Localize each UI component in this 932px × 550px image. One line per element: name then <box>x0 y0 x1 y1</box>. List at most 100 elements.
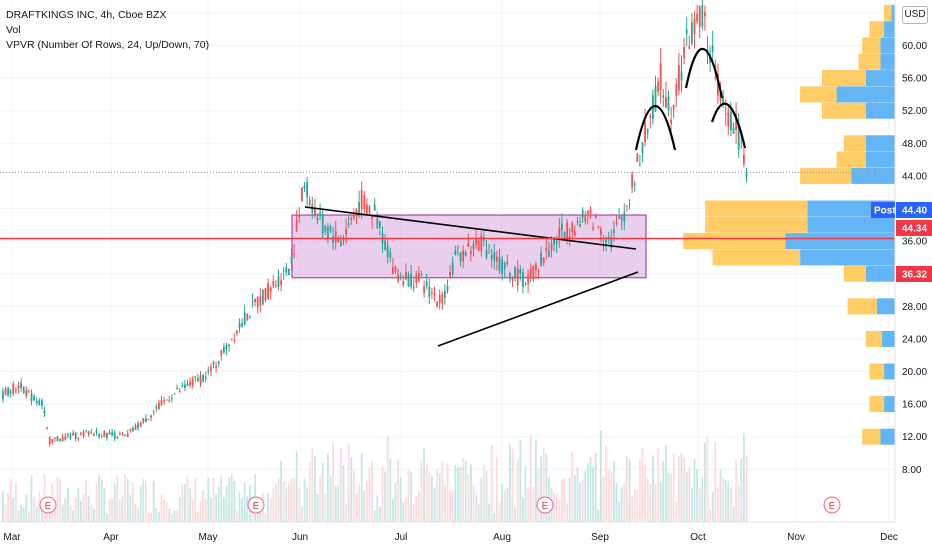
candle-body <box>672 104 675 110</box>
volume-bar <box>672 453 675 522</box>
candle-body <box>246 313 249 320</box>
candle-body <box>191 378 194 386</box>
candle-body <box>524 284 527 286</box>
y-tick-label: 60.00 <box>902 41 927 52</box>
volume-bar <box>90 504 93 522</box>
candle-body <box>384 240 386 250</box>
volume-bar <box>555 493 558 522</box>
vp-down-bar <box>869 21 885 38</box>
candle-body <box>342 238 345 241</box>
volume-bar <box>623 483 626 522</box>
volume-bar <box>613 460 615 522</box>
candle-body <box>113 432 116 439</box>
candle-body <box>363 195 366 210</box>
volume-bar <box>327 453 329 522</box>
candle-body <box>207 370 210 372</box>
candle-body <box>350 217 353 221</box>
volume-bar <box>392 499 394 522</box>
price-label-box <box>896 202 932 218</box>
candle-body <box>82 432 85 436</box>
volume-bar <box>659 481 662 522</box>
vp-down-bar <box>822 70 866 87</box>
y-tick-label: 52.00 <box>902 106 927 117</box>
y-tick-label: 48.00 <box>902 139 927 150</box>
candle-body <box>704 12 706 17</box>
volume-bar <box>176 509 178 522</box>
volume-bar <box>607 469 610 522</box>
candle-body <box>173 393 176 395</box>
candle-body <box>264 288 267 301</box>
candle-body <box>360 189 363 210</box>
vp-up-bar <box>807 216 895 233</box>
vpvr-indicator-label[interactable]: VPVR (Number Of Rows, 24, Up/Down, 70) <box>6 39 210 51</box>
volume-bar <box>506 487 509 522</box>
vp-down-bar <box>705 216 808 233</box>
candle-body <box>319 212 321 216</box>
candle-body <box>615 222 618 224</box>
volume-bar <box>561 479 563 522</box>
volume-bar <box>566 503 568 522</box>
volume-bar <box>306 487 308 522</box>
volume-bar <box>418 491 420 522</box>
candle-body <box>576 221 579 223</box>
candle-body <box>584 214 587 222</box>
volume-bar <box>321 462 324 522</box>
volume-bar <box>446 463 449 522</box>
volume-bar <box>397 459 399 522</box>
candle-body <box>282 270 285 272</box>
volume-bar <box>9 478 12 522</box>
volume-bar <box>308 462 311 522</box>
candle-body <box>386 246 389 258</box>
vp-down-bar <box>884 4 892 21</box>
x-tick-label: May <box>199 532 218 543</box>
volume-bar <box>329 476 332 522</box>
candle-body <box>618 216 620 219</box>
volume-bar <box>28 511 30 522</box>
volume-bar <box>269 498 272 522</box>
volume-bar <box>280 460 282 522</box>
candle-body <box>121 434 124 436</box>
volume-bar <box>87 496 90 522</box>
x-tick-label: Sep <box>591 532 609 543</box>
volume-bar <box>714 441 717 522</box>
candle-body <box>311 204 314 214</box>
volume-bar <box>139 486 142 522</box>
candle-body <box>303 185 306 189</box>
volume-bar <box>230 474 233 522</box>
candle-body <box>732 127 735 134</box>
volume-bar <box>41 502 43 522</box>
volume-bar <box>717 488 719 522</box>
symbol-title[interactable]: DRAFTKINGS INC, 4h, Cboe BZX <box>6 9 167 21</box>
volume-bar <box>441 461 444 522</box>
candle-body <box>392 267 394 275</box>
volume-bar <box>652 455 654 522</box>
volume-bar <box>737 485 740 522</box>
candle-body <box>698 6 701 27</box>
volume-bar <box>355 493 358 522</box>
candle-body <box>376 218 379 229</box>
earnings-marker-label: E <box>253 501 260 512</box>
volume-indicator-label[interactable]: Vol <box>6 24 21 36</box>
volume-bar <box>522 496 524 522</box>
candle-body <box>314 207 316 217</box>
candle-body <box>329 226 332 232</box>
candle-body <box>730 111 732 131</box>
volume-bar <box>475 494 477 522</box>
price-label-tag <box>871 202 895 218</box>
candle-body <box>142 418 145 423</box>
currency-button[interactable]: USD <box>902 6 928 24</box>
volume-bar <box>35 506 38 522</box>
volume-bar <box>272 487 275 522</box>
volume-bar <box>438 473 441 522</box>
volume-bar <box>488 504 490 522</box>
volume-bar <box>264 513 267 522</box>
candle-body <box>644 122 646 142</box>
candle-body <box>519 269 522 274</box>
candle-body <box>41 400 43 406</box>
y-tick-label: 56.00 <box>902 74 927 85</box>
x-tick-label: Jul <box>395 532 408 543</box>
candle-body <box>340 240 342 246</box>
volume-bar <box>311 448 314 522</box>
volume-bar <box>220 475 223 522</box>
